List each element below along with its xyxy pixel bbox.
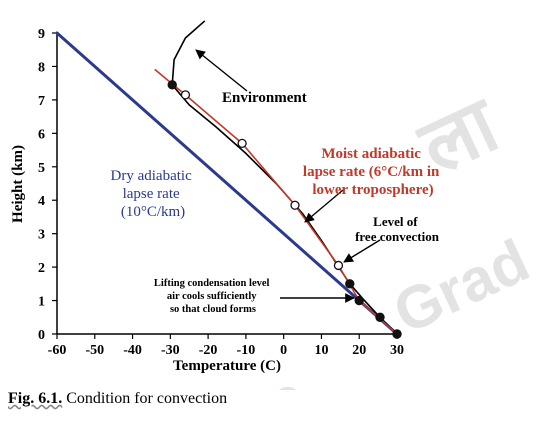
figure-caption: Fig. 6.1. Condition for convection [8,390,227,408]
open-point [290,200,300,210]
moist-label: Moist adiabatic lapse rate (6°C/km in lo… [303,146,443,198]
y-ticks: 0 1 2 3 4 5 6 7 8 9 [38,27,57,343]
x-tick-label: 0 [280,343,287,358]
lcl-label-line-3: so that cloud forms [170,304,256,315]
lcl-label: Lifting condensation level air cools suf… [154,278,272,315]
y-tick-label: 0 [38,328,45,343]
x-tick-label: -30 [161,343,180,358]
y-tick-label: 5 [38,161,45,176]
y-tick-label: 4 [38,194,45,209]
x-ticks: -60 -50 -40 -30 -20 -10 0 10 20 30 [48,334,404,358]
x-tick-label: 20 [352,343,366,358]
lcl-label-line-1: Lifting condensation level [154,278,270,289]
lfc-label: Level of free convection [355,214,440,244]
open-point [333,260,344,271]
y-tick-label: 7 [38,94,45,109]
caption-text: Condition for convection [66,390,228,407]
moist-label-line-3: lower troposphere) [312,182,433,198]
filled-point [375,312,385,322]
open-point [237,138,247,149]
axes [56,33,397,335]
lfc-label-line-2: free convection [355,229,440,244]
lcl-label-line-2: air cools sufficiently [167,291,257,302]
x-tick-label: -20 [199,343,218,358]
figure-number: Fig. 6.1. [8,390,63,407]
filled-point [345,279,355,289]
marker-points [167,80,402,339]
y-tick-label: 3 [38,228,45,243]
x-tick-label: -10 [237,343,256,358]
y-tick-label: 1 [38,295,45,310]
y-tick-label: 6 [38,127,45,142]
environment-label: Environment [222,90,307,106]
x-axis-title: Temperature (C) [173,358,281,374]
x-tick-label: 30 [390,343,404,358]
y-tick-label: 9 [38,27,45,42]
watermark-text: Grad [384,226,539,346]
annotation-arrows [195,49,381,303]
moist-label-line-2: lapse rate (6°C/km in [303,164,440,180]
y-tick-label: 8 [38,60,45,75]
dry-label-line-2: lapse rate [123,186,180,202]
dry-label-line-3: (10°C/km) [121,204,185,220]
open-point [180,90,191,100]
filled-point [354,295,364,306]
x-tick-label: -60 [48,343,67,358]
x-tick-label: 10 [314,343,328,358]
x-tick-label: -40 [123,343,142,358]
dry-label: Dry adiabatic lapse rate (10°C/km) [111,168,196,220]
filled-point [167,80,177,90]
environment-arrow [195,49,248,92]
y-axis-title: Height (km) [10,145,26,223]
dry-adiabatic-line [55,31,399,336]
dry-label-line-1: Dry adiabatic [111,168,193,184]
y-tick-label: 2 [38,261,45,276]
lfc-arrow [343,239,381,263]
lfc-label-line-1: Level of [373,214,418,229]
x-tick-label: -50 [85,343,104,358]
moist-arrow [304,189,344,223]
moist-label-line-1: Moist adiabatic [321,146,421,162]
filled-point [392,329,402,339]
